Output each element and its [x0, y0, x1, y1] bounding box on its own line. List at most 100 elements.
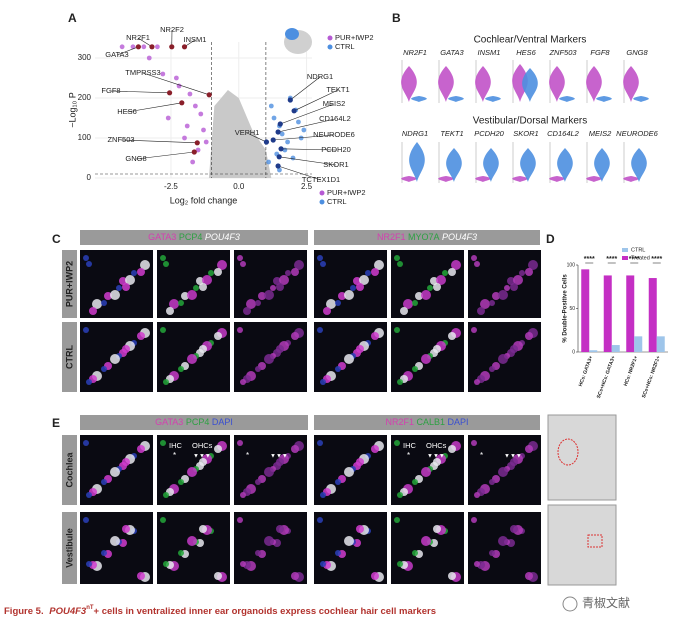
row-bar	[62, 322, 77, 392]
cell	[525, 445, 533, 453]
gene-label: NEURODE6	[313, 130, 355, 139]
cell	[448, 445, 456, 453]
watermark-icon	[562, 596, 578, 612]
cell	[504, 285, 510, 291]
cell	[101, 366, 107, 372]
bar	[611, 345, 620, 352]
gene-label: FGF8	[101, 86, 120, 95]
gene-point	[169, 44, 175, 50]
gene-label: HES6	[117, 107, 137, 116]
violin	[633, 96, 649, 102]
gene-label: FGF8	[590, 48, 610, 57]
leader	[293, 89, 339, 112]
cell	[448, 572, 456, 580]
row-label: Vestibule	[64, 528, 74, 568]
violin	[549, 66, 565, 102]
violin	[409, 142, 425, 182]
cell	[356, 525, 364, 533]
cell	[498, 467, 508, 477]
header: NR2F1 CALB1 DAPI	[385, 417, 468, 427]
cell	[365, 270, 371, 276]
bar	[648, 278, 657, 352]
cell	[353, 277, 361, 285]
point	[119, 44, 125, 50]
cell	[477, 307, 485, 315]
cell	[320, 379, 326, 385]
image-panel-e: GATA3 PCP4 DAPI NR2F1 CALB1 DAPICochleaVe…	[62, 414, 617, 586]
gene-point	[291, 108, 297, 114]
cell	[489, 479, 495, 485]
cell	[255, 366, 261, 372]
violin	[475, 66, 491, 102]
cell	[276, 283, 284, 291]
point	[130, 44, 136, 50]
y-axis-title: −Log₁₀ P	[67, 92, 77, 128]
arrows: ▼▼▼	[427, 454, 445, 460]
header-part: GATA3	[155, 417, 183, 427]
violin	[485, 96, 501, 102]
bar	[634, 336, 643, 352]
micrograph	[468, 512, 541, 584]
leader	[278, 165, 322, 181]
cell	[489, 300, 495, 306]
micrograph	[391, 250, 464, 318]
gene-point	[287, 97, 293, 103]
cell	[178, 479, 184, 485]
header-part: POU4F3	[440, 232, 478, 242]
cell	[421, 467, 431, 477]
significance: ****	[629, 256, 640, 263]
cell	[394, 327, 400, 333]
y-axis-title: % Double-Positive Cells	[563, 274, 569, 343]
cell	[104, 292, 112, 300]
cell	[317, 517, 323, 523]
x-axis-title: Log₂ fold change	[170, 195, 238, 205]
leader	[126, 102, 182, 113]
header-part: DAPI	[209, 417, 233, 427]
cell	[510, 458, 518, 466]
micrograph	[391, 512, 464, 584]
cell	[513, 275, 523, 285]
cell	[421, 290, 431, 300]
panel-label: E	[52, 416, 60, 430]
point	[190, 159, 196, 165]
violin	[631, 148, 647, 182]
ihc-label: IHC	[403, 441, 417, 450]
cell	[83, 517, 89, 523]
cell	[421, 536, 431, 546]
leader	[137, 37, 153, 48]
gene-point	[277, 121, 283, 127]
gene-label: TMPRSS3	[125, 68, 160, 77]
cell	[471, 255, 477, 261]
caption-gene: POU4F3	[49, 606, 87, 617]
micrograph	[234, 250, 307, 318]
cell	[240, 379, 246, 385]
row-label: Cochlea	[64, 452, 74, 488]
gene-point	[149, 44, 155, 50]
gene-point	[270, 137, 276, 143]
header-bar	[314, 415, 540, 430]
gene-point	[276, 154, 282, 160]
violin	[623, 66, 639, 102]
gene-point	[181, 44, 188, 50]
gene-label: GNG8	[626, 48, 648, 57]
cell	[119, 277, 127, 285]
star: *	[173, 451, 176, 460]
cell	[137, 445, 145, 453]
cell	[356, 458, 364, 466]
gene-label: GATA3	[440, 48, 464, 57]
gene-point	[278, 146, 284, 152]
point	[195, 147, 201, 153]
cell	[199, 525, 207, 533]
cell	[317, 440, 323, 446]
y-tick-label: 200	[78, 93, 92, 102]
cell	[246, 299, 256, 309]
point	[296, 119, 301, 125]
cell	[433, 345, 441, 353]
header-part: PCP4	[176, 232, 202, 242]
violin	[475, 176, 491, 182]
legend-swatch	[319, 190, 325, 196]
violin	[448, 96, 464, 102]
cell	[359, 275, 369, 285]
header-part: CALB1	[414, 417, 445, 427]
cell	[110, 354, 120, 364]
